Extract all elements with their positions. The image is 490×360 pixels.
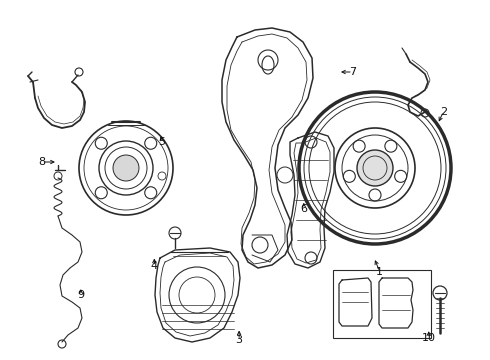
Text: 5: 5 (158, 137, 165, 147)
Text: 7: 7 (349, 67, 356, 77)
Text: 10: 10 (422, 333, 436, 343)
Text: 3: 3 (236, 335, 243, 345)
Text: 8: 8 (38, 157, 45, 167)
Text: 4: 4 (151, 261, 158, 271)
Bar (333, 270, 431, 338)
Text: 1: 1 (376, 267, 383, 277)
Text: 9: 9 (77, 290, 84, 300)
Text: 6: 6 (300, 204, 307, 214)
Text: 2: 2 (440, 107, 447, 117)
Circle shape (357, 150, 393, 186)
Circle shape (113, 155, 139, 181)
